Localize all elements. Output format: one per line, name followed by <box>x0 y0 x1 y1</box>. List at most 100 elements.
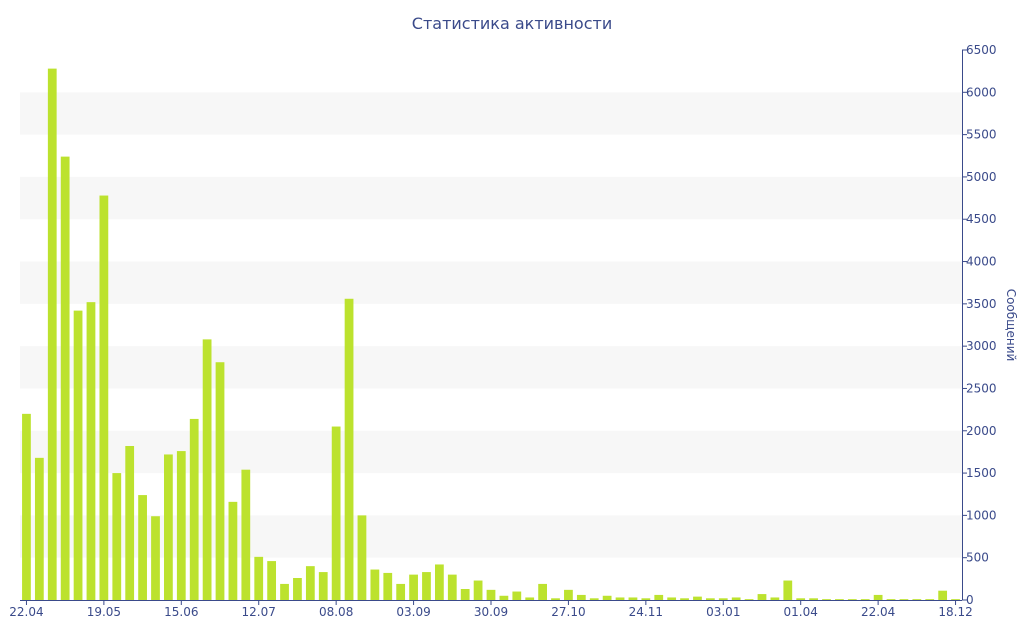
bar[interactable] <box>460 589 470 600</box>
bar[interactable] <box>318 572 328 600</box>
bar[interactable] <box>486 589 496 600</box>
bar[interactable] <box>293 578 302 600</box>
bar[interactable] <box>925 599 935 600</box>
grid-band <box>20 176 962 220</box>
bar[interactable] <box>435 564 444 600</box>
bar[interactable] <box>744 599 754 600</box>
bar[interactable] <box>860 599 870 600</box>
bar[interactable] <box>680 598 689 600</box>
x-tick-label: 01.04 <box>784 605 818 619</box>
bar[interactable] <box>667 597 677 600</box>
bar[interactable] <box>60 156 70 600</box>
bar[interactable] <box>34 457 44 600</box>
y-axis-ticks: 0 500 1000 1500 2000 2500 3000 3500 4000 4500 5000… <box>962 43 997 607</box>
bar[interactable] <box>409 574 418 600</box>
bar[interactable] <box>705 598 715 600</box>
y-tick-label: 3000 <box>966 339 997 353</box>
y-tick-label: 3500 <box>966 297 997 311</box>
bar[interactable] <box>602 595 612 600</box>
bar[interactable] <box>99 195 109 601</box>
bar[interactable] <box>473 580 483 600</box>
bar[interactable] <box>757 594 767 600</box>
bar[interactable] <box>576 594 586 600</box>
y-tick-label: 4000 <box>966 255 997 269</box>
bar[interactable] <box>628 597 638 600</box>
bar[interactable] <box>396 583 406 600</box>
bar[interactable] <box>809 598 818 600</box>
bar[interactable] <box>112 473 122 600</box>
y-tick-label: 1000 <box>966 508 997 522</box>
bar[interactable] <box>718 598 728 600</box>
bar[interactable] <box>731 597 741 600</box>
bar[interactable] <box>835 599 844 600</box>
bar[interactable] <box>499 595 509 600</box>
x-tick-label: 03.09 <box>396 605 430 619</box>
bar[interactable] <box>899 599 909 600</box>
bar[interactable] <box>770 597 780 600</box>
y-tick-label: 1500 <box>966 466 997 480</box>
y-tick-label: 2000 <box>966 424 997 438</box>
bar[interactable] <box>538 583 547 600</box>
bar[interactable] <box>357 515 367 600</box>
bar[interactable] <box>693 596 702 600</box>
bar[interactable] <box>422 572 431 600</box>
bar[interactable] <box>822 599 831 600</box>
x-tick-label: 15.06 <box>164 605 198 619</box>
bar[interactable] <box>73 310 83 600</box>
bar[interactable] <box>254 556 264 600</box>
bar[interactable] <box>267 561 277 600</box>
grid-band <box>20 430 962 474</box>
bar[interactable] <box>228 501 238 600</box>
bar[interactable] <box>176 451 186 600</box>
bar[interactable] <box>241 469 251 600</box>
x-tick-label: 03.01 <box>706 605 740 619</box>
bar[interactable] <box>22 413 31 600</box>
bar[interactable] <box>202 339 212 600</box>
bars <box>22 68 960 601</box>
grid-bands <box>20 92 962 558</box>
bar[interactable] <box>783 580 793 600</box>
bar[interactable] <box>912 599 922 600</box>
y-tick-label: 6500 <box>966 43 997 57</box>
bar[interactable] <box>447 574 457 600</box>
x-tick-label: 18.12 <box>938 605 972 619</box>
bar[interactable] <box>525 597 535 600</box>
bar[interactable] <box>370 569 380 600</box>
bar[interactable] <box>305 566 315 600</box>
bar[interactable] <box>589 598 599 600</box>
bar[interactable] <box>641 598 651 600</box>
bar[interactable] <box>280 583 289 600</box>
bar[interactable] <box>151 516 160 600</box>
bar[interactable] <box>847 599 857 600</box>
bar[interactable] <box>512 591 522 600</box>
bar[interactable] <box>564 589 573 600</box>
bar[interactable] <box>215 362 225 600</box>
bar[interactable] <box>331 426 341 600</box>
bar[interactable] <box>551 598 560 600</box>
bar[interactable] <box>873 594 883 600</box>
y-tick-label: 4500 <box>966 212 997 226</box>
x-tick-label: 24.11 <box>629 605 663 619</box>
bar[interactable] <box>654 594 664 600</box>
bar[interactable] <box>138 495 147 600</box>
bar[interactable] <box>951 599 960 600</box>
bar[interactable] <box>86 302 96 600</box>
bar[interactable] <box>796 598 806 600</box>
bar[interactable] <box>189 418 199 600</box>
bar[interactable] <box>164 454 173 600</box>
bar[interactable] <box>938 590 948 600</box>
y-tick-label: 6000 <box>966 85 997 99</box>
bar[interactable] <box>344 298 354 600</box>
y-tick-label: 2500 <box>966 381 997 395</box>
x-tick-label: 12.07 <box>242 605 276 619</box>
x-tick-label: 19.05 <box>87 605 121 619</box>
y-tick-label: 5000 <box>966 170 997 184</box>
x-axis-ticks: 22.04 19.05 15.06 12.07 08.08 03.09 30.09 27.10… <box>9 600 973 619</box>
bar[interactable] <box>886 599 896 600</box>
bar[interactable] <box>47 68 57 601</box>
x-tick-label: 22.04 <box>9 605 43 619</box>
bar[interactable] <box>383 572 393 600</box>
bar[interactable] <box>125 446 135 600</box>
bar[interactable] <box>615 597 625 600</box>
